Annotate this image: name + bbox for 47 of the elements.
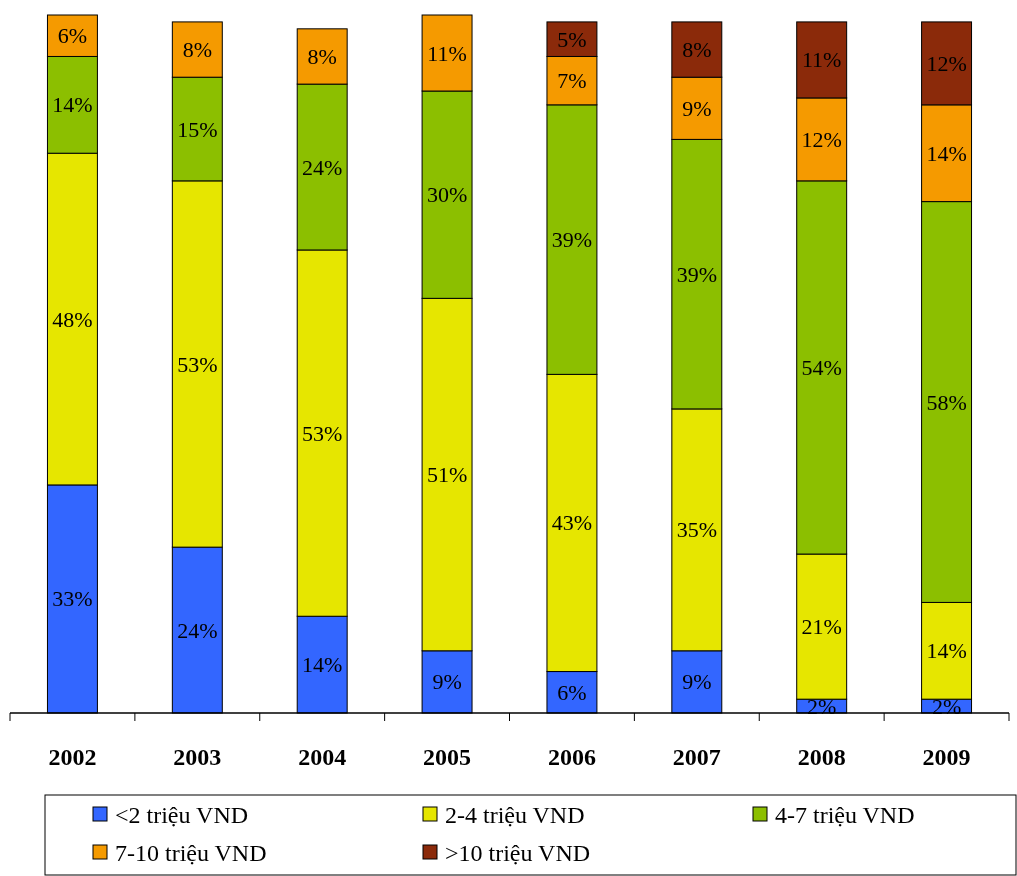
data-label: 6% <box>557 679 587 705</box>
data-label: 48% <box>52 306 93 332</box>
data-label: 43% <box>551 510 593 536</box>
x-tick-label: 2008 <box>797 744 846 770</box>
data-label: 54% <box>801 354 842 380</box>
legend-label: <2 triệu VND <box>115 802 249 828</box>
data-label: 7% <box>557 68 587 94</box>
data-label: 21% <box>801 614 842 640</box>
data-label: 14% <box>52 92 93 118</box>
data-label: 14% <box>302 652 343 678</box>
x-tick-label: 2009 <box>922 744 971 770</box>
data-label: 35% <box>676 517 717 543</box>
legend-label: 7-10 triệu VND <box>115 840 267 866</box>
data-label: 9% <box>682 669 712 695</box>
data-label: 15% <box>177 116 218 142</box>
data-label: 39% <box>676 261 717 287</box>
data-label: 9% <box>432 669 462 695</box>
data-label: 39% <box>551 227 593 253</box>
x-tick-label: 2003 <box>173 744 222 770</box>
data-label: 6% <box>57 23 88 49</box>
data-label: 53% <box>302 420 343 446</box>
x-tick-label: 2006 <box>547 744 596 770</box>
data-label: 11% <box>801 47 842 73</box>
data-label: 58% <box>926 389 967 415</box>
data-label: 11% <box>427 40 467 66</box>
legend-label: 2-4 triệu VND <box>445 802 585 828</box>
data-label: 14% <box>926 140 967 166</box>
data-label: 51% <box>426 462 468 488</box>
data-label: 8% <box>682 37 712 63</box>
data-label: 12% <box>801 126 842 152</box>
data-label: 33% <box>52 586 93 612</box>
x-tick-label: 2004 <box>298 744 347 770</box>
x-tick-label: 2005 <box>423 744 472 770</box>
data-label: 30% <box>426 182 468 208</box>
legend-label: >10 triệu VND <box>445 840 591 866</box>
data-label: 53% <box>177 351 218 377</box>
data-label: 12% <box>926 50 967 76</box>
data-label: 24% <box>177 617 218 643</box>
legend-label: 4-7 triệu VND <box>775 802 915 828</box>
data-label: 5% <box>557 26 587 52</box>
data-label: 24% <box>302 154 343 180</box>
x-tick-label: 2002 <box>48 744 97 770</box>
x-tick-label: 2007 <box>672 744 721 770</box>
data-label: 9% <box>682 95 712 121</box>
data-label: 14% <box>926 638 967 664</box>
data-label: 8% <box>307 43 337 69</box>
data-label: 8% <box>182 37 212 63</box>
